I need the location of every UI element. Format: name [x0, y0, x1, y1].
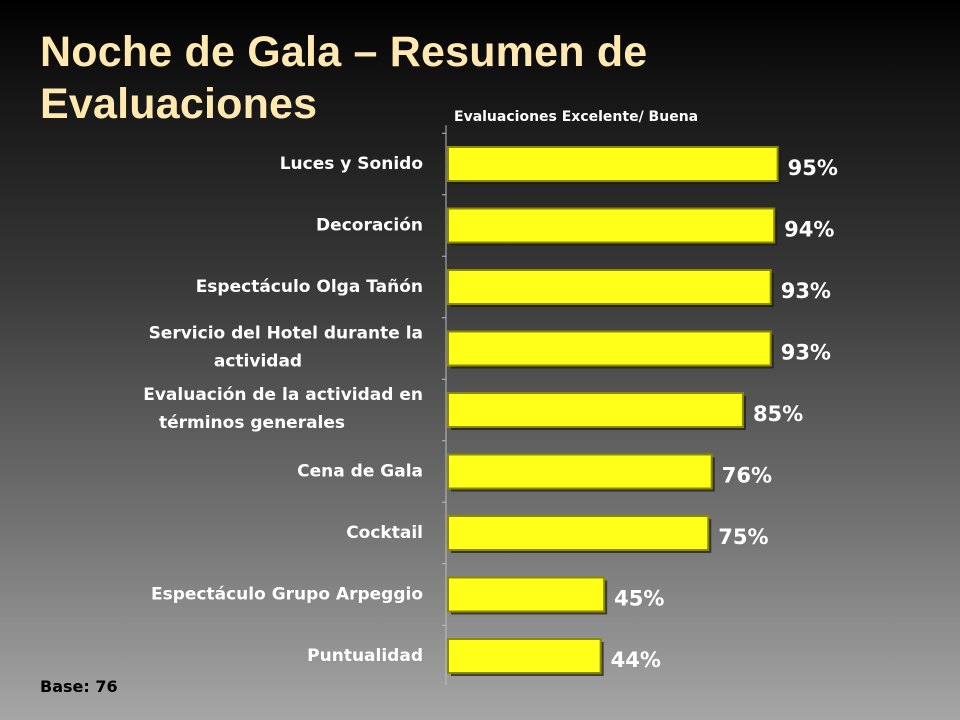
bar: [447, 453, 713, 490]
category-label: Espectáculo Olga Tañón: [196, 277, 423, 297]
category-label: Evaluación de la actividad en términos ge…: [143, 385, 423, 433]
value-label: 76%: [722, 464, 772, 488]
value-label: 94%: [784, 218, 834, 242]
value-label: 93%: [781, 279, 831, 303]
category-label-line: Servicio del Hotel durante la: [149, 324, 423, 344]
category-label: Cena de Gala: [297, 462, 423, 482]
category-label: Servicio del Hotel durante la actividad: [149, 324, 423, 372]
value-label: 75%: [718, 525, 768, 549]
category-label: Decoración: [316, 216, 423, 236]
base-note: Base: 76: [40, 677, 118, 696]
bar: [447, 576, 606, 613]
value-label: 93%: [781, 341, 831, 365]
value-label: 85%: [753, 402, 803, 426]
bar: [447, 392, 744, 428]
bar: [447, 638, 602, 674]
bar: [447, 330, 772, 367]
category-label-line: actividad: [214, 352, 302, 372]
value-label: 45%: [614, 587, 664, 611]
chart-subtitle: Evaluaciones Excelente/ Buena: [454, 109, 699, 125]
category-label: Puntualidad: [307, 646, 423, 666]
value-label: 95%: [788, 156, 838, 180]
page-title: Noche de Gala – Resumen de Evaluaciones: [40, 28, 648, 128]
bar: [447, 269, 772, 305]
value-label: 44%: [611, 648, 661, 672]
category-label-line: términos generales: [159, 413, 345, 433]
bar: [447, 146, 779, 182]
category-label: Luces y Sonido: [280, 154, 423, 174]
category-label-line: Evaluación de la actividad en: [143, 385, 423, 405]
category-label: Espectáculo Grupo Arpeggio: [151, 585, 423, 605]
category-label: Cocktail: [346, 523, 423, 543]
bar: [447, 515, 710, 551]
bar: [447, 207, 776, 244]
